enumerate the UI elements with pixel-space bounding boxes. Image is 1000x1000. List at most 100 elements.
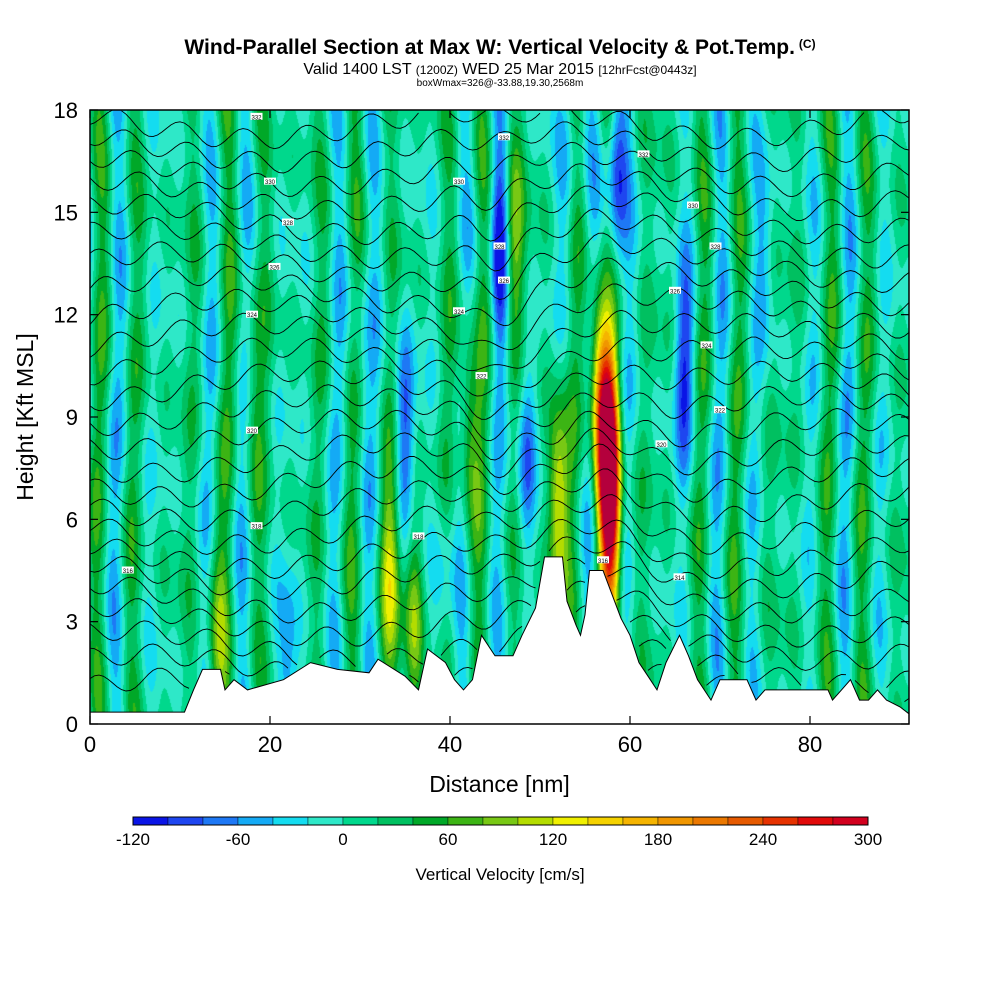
y-tick-label: 15 (54, 200, 78, 225)
isentrope-line (89, 663, 910, 702)
isentrope-label: 332 (498, 133, 510, 142)
isentrope-label-text: 318 (413, 535, 424, 541)
isentrope-line (89, 141, 910, 198)
isentrope-lines (89, 109, 910, 702)
isentrope-label-text: 328 (710, 245, 721, 251)
axes: 0 20 40 60 80 0 3 6 9 12 15 18 Distance [nm] Height [… (12, 98, 909, 797)
x-axis-label: Distance [nm] (429, 771, 570, 797)
isentrope-label: 328 (493, 242, 506, 251)
colorbar-swatch (377, 816, 414, 826)
colorbar-tick-label: 300 (854, 830, 882, 849)
isentrope-line (89, 536, 910, 600)
colorbar-swatch (272, 816, 309, 826)
isentrope-line (89, 360, 910, 420)
isentrope-label-text: 324 (701, 344, 712, 350)
isentrope-line (89, 208, 910, 272)
colorbar-swatch (692, 816, 729, 826)
isentrope-label: 328 (282, 218, 294, 227)
isentrope-label-bg (250, 112, 263, 120)
x-tick-label: 0 (84, 732, 96, 757)
isentrope-label-text: 326 (670, 289, 681, 295)
isentrope-label-text: 330 (265, 180, 276, 186)
isentrope-line (89, 232, 910, 300)
vertical-velocity-field (90, 110, 909, 724)
isentrope-label: 332 (250, 112, 263, 121)
colorbar-swatch (797, 816, 834, 826)
isentrope-label-text: 316 (598, 559, 609, 565)
isentrope-label: 316 (597, 556, 609, 565)
isentrope-label-bg (709, 242, 722, 250)
isentrope-label-bg (453, 177, 465, 185)
colorbar-swatch (307, 816, 344, 826)
isentrope-label-text: 324 (454, 310, 465, 316)
colorbar-swatch (832, 816, 869, 826)
isentrope-label-bg (669, 286, 681, 294)
colorbar-swatch (727, 816, 764, 826)
isentrope-label: 322 (475, 372, 488, 381)
isentrope-line (89, 185, 910, 246)
isentrope-label-bg (700, 341, 713, 349)
isentrope-label-text: 328 (494, 245, 505, 251)
isentrope-label-bg (637, 150, 650, 158)
colorbar-swatch (447, 816, 484, 826)
isentrope-label: 330 (264, 177, 276, 186)
colorbar-swatch (202, 816, 239, 826)
colorbar-swatch (762, 816, 799, 826)
x-tick-label: 60 (618, 732, 642, 757)
colorbar-swatch (132, 816, 169, 826)
isentrope-line (89, 336, 910, 397)
isentrope-line (89, 121, 910, 174)
isentrope-line (89, 558, 910, 624)
colorbar-swatch (342, 816, 379, 826)
isentrope-label-bg (453, 307, 465, 315)
isentrope-label-bg (475, 372, 488, 380)
isentrope-label-text: 324 (247, 313, 258, 319)
isentrope-label-text: 326 (269, 265, 280, 271)
isentrope-label: 326 (669, 286, 681, 295)
isentrope-label-bg (597, 556, 609, 564)
isentrope-label: 318 (412, 532, 425, 541)
isentrope-label: 330 (453, 177, 465, 186)
isentrope-label-text: 316 (123, 569, 134, 575)
colorbar-tick-label: -60 (226, 830, 251, 849)
isentrope-label: 314 (673, 573, 686, 582)
colorbar-swatch (587, 816, 624, 826)
colorbar-tick-label: 0 (338, 830, 347, 849)
isentrope-line (89, 427, 910, 483)
isentrope-line (89, 384, 910, 442)
isentrope-line (89, 408, 910, 461)
colorbar-tick-label: 180 (644, 830, 672, 849)
isentrope-label-bg (250, 522, 263, 530)
chart-title-text: Wind-Parallel Section at Max W: Vertical… (184, 36, 795, 59)
y-tick-label: 18 (54, 98, 78, 123)
isentrope-label-bg (498, 133, 510, 141)
isentrope-line (89, 639, 910, 693)
isentrope-label-bg (264, 177, 276, 185)
y-tick-label: 12 (54, 303, 78, 328)
colorbar-frame (132, 816, 869, 826)
isentrope-label-text: 322 (476, 375, 487, 381)
isentrope-line (89, 109, 910, 150)
isentrope-label: 332 (637, 150, 650, 159)
isentrope-label-text: 330 (688, 204, 699, 210)
isentrope-label-bg (246, 310, 258, 318)
isentrope-label-text: 320 (656, 443, 667, 449)
x-tick-label: 80 (798, 732, 822, 757)
isentrope-label-bg (282, 218, 294, 226)
colorbar-swatch (482, 816, 519, 826)
colorbar: -120 -60 0 60 120 180 240 300 Vertical Velocity … (116, 816, 882, 884)
isentrope-label-text: 332 (499, 136, 510, 142)
y-tick-label: 0 (66, 712, 78, 737)
isentrope-line (89, 283, 910, 351)
colorbar-swatch (412, 816, 449, 826)
isentrope-line (89, 494, 910, 555)
isentrope-label: 324 (246, 310, 258, 319)
isentrope-label: 326 (268, 262, 281, 271)
colorbar-tick-label: 240 (749, 830, 777, 849)
forecast-info: [12hrFcst@0443z] (598, 63, 697, 77)
copyright-mark: (C) (798, 37, 816, 51)
isentrope-label-bg (493, 242, 506, 250)
y-tick-label: 6 (66, 507, 78, 532)
isentrope-label: 324 (700, 341, 713, 350)
